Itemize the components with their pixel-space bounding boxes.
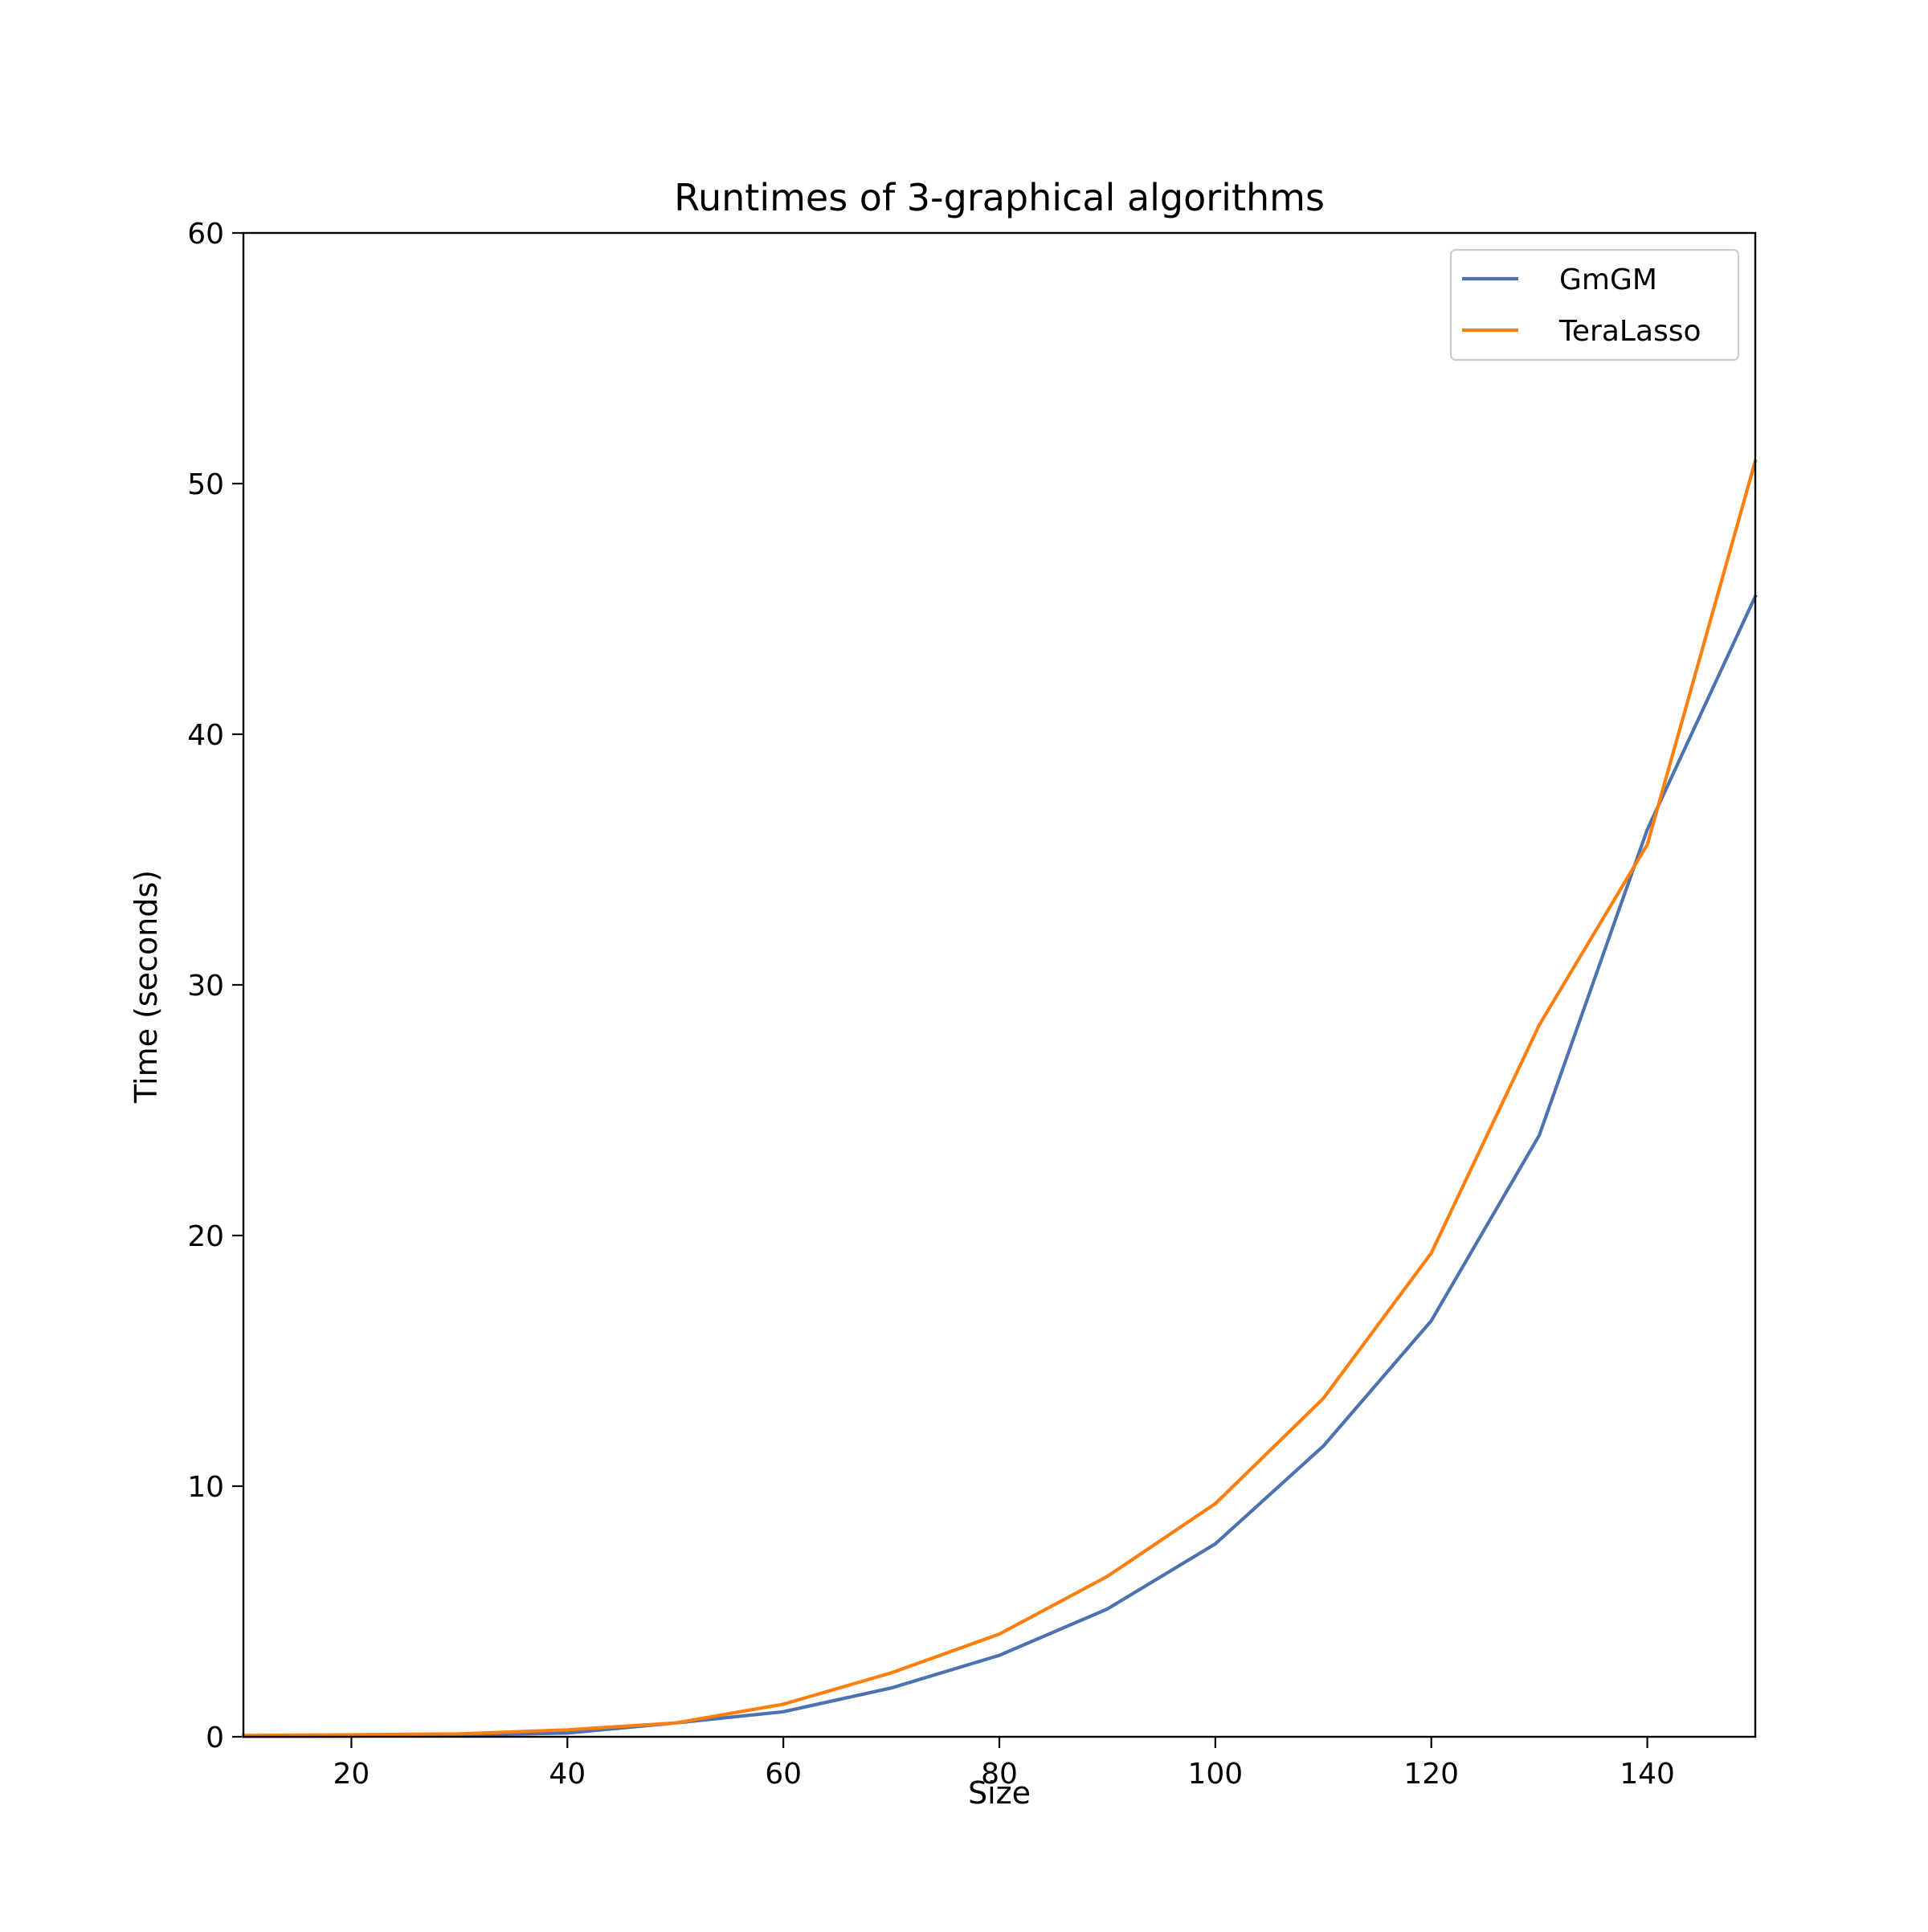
series-line-gmgm — [241, 594, 1758, 1738]
x-tick-label: 140 — [1620, 1758, 1675, 1791]
legend: GmGM TeraLasso — [1449, 248, 1740, 361]
y-tick-label: 0 — [206, 1722, 224, 1754]
y-axis-ticks: 0 10 20 30 40 50 60 — [187, 218, 243, 1754]
y-tick-label: 40 — [187, 719, 224, 752]
y-tick-label: 50 — [187, 468, 224, 501]
y-axis-label: Time (seconds) — [129, 870, 164, 1104]
x-tick-label: 20 — [333, 1758, 370, 1791]
y-tick-label: 60 — [187, 218, 224, 251]
x-tick-label: 60 — [765, 1758, 802, 1791]
series-lines — [241, 459, 1758, 1738]
series-line-teralasso — [241, 459, 1758, 1738]
y-tick-label: 20 — [187, 1220, 224, 1253]
y-tick-label: 30 — [187, 970, 224, 1003]
x-tick-label: 100 — [1187, 1758, 1243, 1791]
legend-box — [1449, 248, 1740, 361]
legend-label: TeraLasso — [1558, 315, 1701, 348]
x-tick-label: 40 — [549, 1758, 586, 1791]
x-axis-label: Size — [968, 1775, 1031, 1811]
legend-label: GmGM — [1559, 263, 1657, 296]
x-tick-label: 80 — [981, 1758, 1018, 1791]
plot-area-frame — [242, 231, 1757, 1738]
y-tick-label: 10 — [187, 1471, 224, 1504]
x-axis-ticks: 20 40 60 80 100 120 140 — [333, 1737, 1675, 1791]
x-tick-label: 120 — [1403, 1758, 1459, 1791]
chart-title: Runtimes of 3-graphical algorithms — [674, 176, 1325, 219]
